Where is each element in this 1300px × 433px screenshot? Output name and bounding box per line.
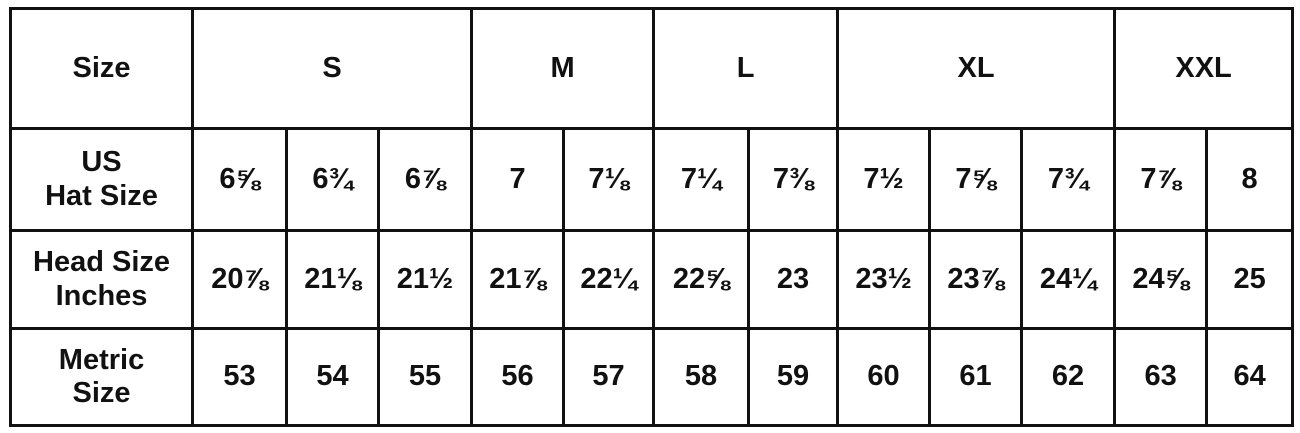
size-cell: 56 <box>470 327 566 427</box>
size-group-xxl: XXL <box>1113 7 1295 130</box>
size-cell: 21⅛ <box>285 229 380 330</box>
size-cell: 53 <box>191 327 288 427</box>
size-cell: 6⅞ <box>376 127 474 232</box>
size-cell: 7¼ <box>652 127 751 232</box>
size-cell: 64 <box>1205 327 1295 427</box>
size-cell: 62 <box>1020 327 1117 427</box>
size-header-row: Size S M L XL XXL <box>9 7 1295 130</box>
hat-size-chart: Size S M L XL XXL US Hat Size 6⅝ 6¾ 6⅞ 7 7⅛ 7¼ 7… <box>9 7 1295 427</box>
size-cell: 21½ <box>376 229 474 330</box>
size-cell: 23 <box>747 229 840 330</box>
size-cell: 57 <box>562 327 656 427</box>
size-cell: 25 <box>1205 229 1295 330</box>
size-cell: 54 <box>285 327 380 427</box>
size-cell: 6⅝ <box>191 127 288 232</box>
row-label: Metric Size <box>9 327 194 427</box>
size-cell: 22⅝ <box>652 229 751 330</box>
size-cell: 24¼ <box>1020 229 1117 330</box>
size-cell: 22¼ <box>562 229 656 330</box>
row-label: US Hat Size <box>9 127 194 232</box>
size-group-s: S <box>190 7 474 130</box>
row-label: Head Size Inches <box>9 229 194 330</box>
size-cell: 55 <box>376 327 474 427</box>
size-cell: 58 <box>652 327 751 427</box>
size-cell: 23½ <box>836 229 932 330</box>
row-label-line2: Inches <box>55 279 148 312</box>
size-cell: 59 <box>747 327 840 427</box>
size-cell: 23⅞ <box>928 229 1024 330</box>
size-group-m: M <box>470 7 656 130</box>
size-cell: 24⅝ <box>1113 229 1209 330</box>
row-label-line2: Size <box>72 377 131 409</box>
size-cell: 7⅝ <box>928 127 1024 232</box>
size-cell: 7½ <box>836 127 932 232</box>
size-cell: 7¾ <box>1020 127 1117 232</box>
size-cell: 61 <box>928 327 1024 427</box>
size-cell: 7⅜ <box>747 127 840 232</box>
row-label-line1: Metric <box>58 343 145 376</box>
size-group-l: L <box>652 7 840 130</box>
size-cell: 7⅛ <box>562 127 656 232</box>
metric-size-row: Metric Size 53 54 55 56 57 58 59 60 61 62 63 64 <box>9 327 1295 427</box>
size-cell: 8 <box>1205 127 1295 232</box>
size-cell: 63 <box>1113 327 1209 427</box>
size-cell: 7 <box>470 127 566 232</box>
head-size-inches-row: Head Size Inches 20⅞ 21⅛ 21½ 21⅞ 22¼ 22⅝ 23 23½ 23… <box>9 229 1295 330</box>
size-cell: 60 <box>836 327 932 427</box>
size-cell: 21⅞ <box>470 229 566 330</box>
row-label-line1: Head Size <box>33 246 170 279</box>
row-label-line1: US <box>81 146 122 179</box>
row-label-line2: Hat Size <box>45 179 158 212</box>
size-cell: 20⅞ <box>191 229 288 330</box>
size-cell: 7⅞ <box>1113 127 1209 232</box>
size-header-label: Size <box>9 7 194 130</box>
size-cell: 6¾ <box>285 127 380 232</box>
size-group-xl: XL <box>836 7 1117 130</box>
us-hat-size-row: US Hat Size 6⅝ 6¾ 6⅞ 7 7⅛ 7¼ 7⅜ 7½ 7⅝ 7¾ 7⅞ 8 <box>9 127 1295 232</box>
